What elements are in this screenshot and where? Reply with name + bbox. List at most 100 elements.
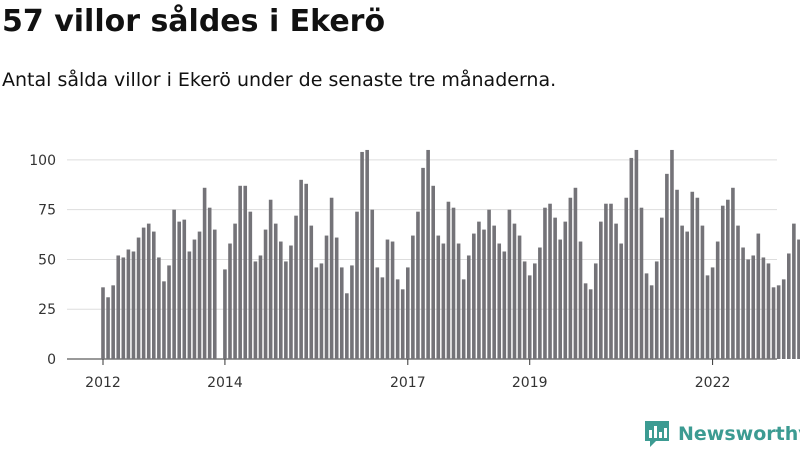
bar: [502, 251, 507, 359]
bar: [253, 261, 258, 359]
bar: [543, 207, 547, 359]
bar: [466, 255, 471, 359]
bar: [146, 223, 151, 359]
bar: [741, 247, 745, 359]
bar: [563, 221, 568, 359]
bar: [700, 225, 705, 359]
bar: [558, 239, 562, 359]
bar: [649, 285, 654, 359]
bar: [446, 201, 451, 359]
bar: [375, 267, 380, 359]
bar: [517, 235, 522, 359]
bar: [736, 225, 740, 359]
bar: [797, 239, 800, 359]
bar: [299, 179, 303, 359]
bar: [690, 191, 695, 359]
bar: [431, 185, 435, 359]
bar: [609, 203, 613, 359]
bar: [314, 267, 319, 359]
bar: [507, 209, 512, 359]
y-tick-label: 50: [38, 252, 56, 268]
bar: [223, 269, 227, 359]
x-axis: 201220142017201920222024: [85, 359, 730, 391]
bar: [319, 263, 324, 359]
bar: [624, 197, 629, 359]
bar: [243, 185, 248, 359]
bar: [411, 235, 415, 359]
bar: [670, 149, 674, 359]
bar: [787, 253, 791, 359]
bar: [436, 235, 441, 359]
bar: [345, 293, 349, 359]
bar: [766, 263, 771, 359]
bar: [212, 229, 217, 359]
bar: [126, 249, 131, 359]
bar: [233, 223, 237, 359]
bar: [182, 219, 187, 359]
bar: [157, 257, 161, 359]
bar: [522, 261, 527, 359]
bar: [207, 207, 212, 359]
bars: 57: [101, 149, 800, 359]
bar: [726, 199, 730, 359]
y-tick-label: 25: [38, 302, 56, 318]
bar: [192, 239, 197, 359]
bar: [654, 261, 659, 359]
bar: [634, 149, 639, 359]
bar: [761, 257, 766, 359]
bar: [512, 223, 517, 359]
bar: [309, 225, 314, 359]
bar: [421, 167, 425, 359]
bar: [334, 237, 339, 359]
bar: [390, 241, 395, 359]
bar: [776, 285, 781, 359]
bar: [695, 197, 700, 359]
bar: [548, 203, 552, 359]
bar: [136, 237, 141, 359]
bar: [771, 287, 776, 359]
bar: [131, 251, 136, 359]
bar: [660, 217, 664, 359]
y-axis: 0 25 50 75 100: [29, 153, 56, 368]
bar: [573, 187, 578, 359]
bar: [197, 231, 202, 359]
bar: [792, 223, 796, 359]
bar: [482, 229, 486, 359]
bar: [370, 209, 375, 359]
bar: [258, 255, 263, 359]
bar: [644, 273, 649, 359]
bar: [263, 229, 268, 359]
x-tick-label: 2019: [512, 375, 548, 391]
bar: [395, 279, 400, 359]
bar: [751, 255, 756, 359]
bar: [639, 207, 644, 359]
bar: [715, 241, 720, 359]
bar: [365, 149, 369, 359]
bar: [665, 173, 669, 359]
bar: [451, 207, 456, 359]
bar: [629, 157, 634, 359]
bar: [472, 233, 476, 359]
bar: [487, 209, 491, 359]
bar: [426, 149, 430, 359]
bar: [101, 287, 105, 359]
bar: [720, 205, 725, 359]
bar: [685, 231, 689, 359]
bar: [106, 297, 110, 359]
bar: [583, 283, 588, 359]
newsworthy-logo-icon: [645, 421, 669, 447]
bar: [599, 221, 603, 359]
bar: [593, 263, 598, 359]
bar: [619, 243, 623, 359]
bar: [527, 275, 532, 359]
bar: [202, 187, 207, 359]
bar: [400, 289, 405, 359]
bar: [238, 185, 242, 359]
chart-title: 57 villor såldes i Ekerö: [2, 4, 386, 39]
bar: [385, 239, 390, 359]
bar: [416, 211, 420, 359]
bar: [284, 261, 288, 359]
bar: [228, 243, 232, 359]
bar: [294, 215, 298, 359]
